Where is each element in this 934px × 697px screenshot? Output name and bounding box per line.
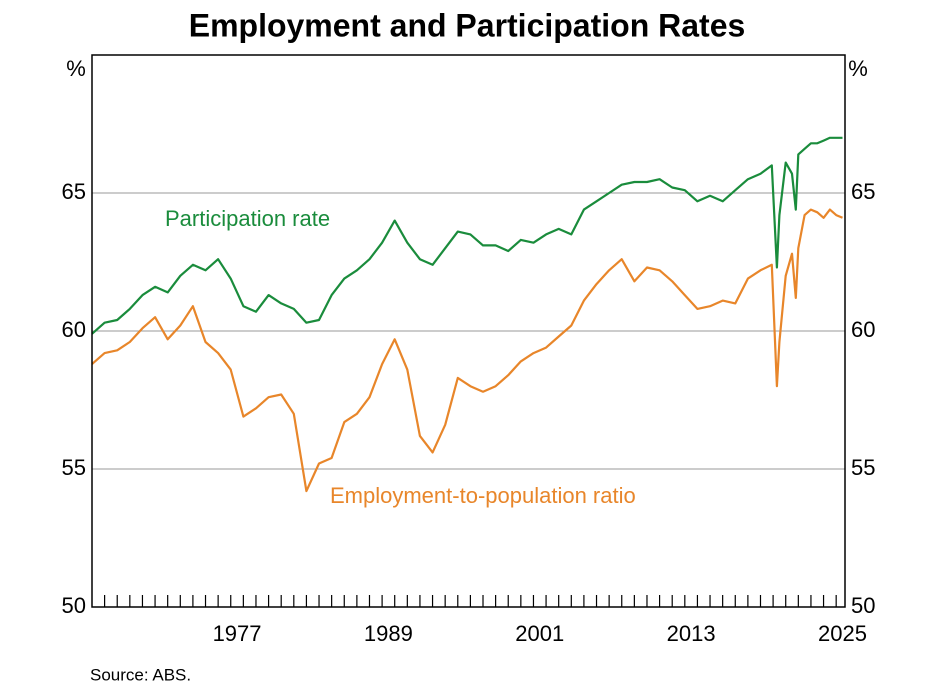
y-tick-label: 55	[62, 455, 86, 480]
y2-unit: %	[848, 56, 868, 81]
series-label: Participation rate	[165, 206, 330, 231]
x-tick-label: 2001	[515, 621, 564, 646]
y2-tick-label: 65	[851, 179, 875, 204]
series-label: Employment-to-population ratio	[330, 483, 636, 508]
y-tick-label: 50	[62, 593, 86, 618]
source-note: Source: ABS.	[90, 665, 191, 684]
x-tick-label: 1989	[364, 621, 413, 646]
y2-tick-label: 50	[851, 593, 875, 618]
series-line	[91, 136, 843, 335]
chart-title: Employment and Participation Rates	[189, 7, 746, 43]
y-tick-label: 60	[62, 317, 86, 342]
series-line	[91, 208, 843, 493]
y-tick-label: 65	[62, 179, 86, 204]
x-tick-label: 2013	[667, 621, 716, 646]
x-tick-label: 1977	[213, 621, 262, 646]
x-tick-label: 2025	[818, 621, 867, 646]
plot-frame	[91, 54, 846, 608]
y2-tick-label: 55	[851, 455, 875, 480]
y2-tick-label: 60	[851, 317, 875, 342]
y-unit: %	[66, 56, 86, 81]
